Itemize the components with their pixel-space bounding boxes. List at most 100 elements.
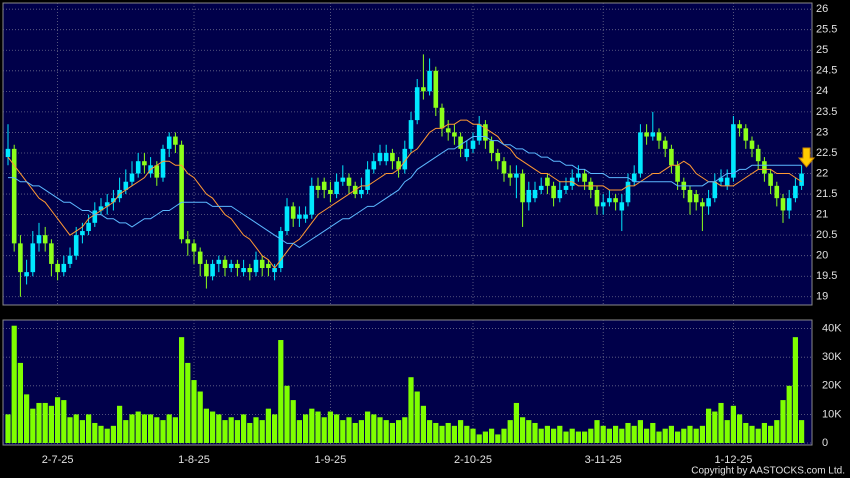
volume-bar <box>67 417 73 443</box>
y-tick-label: 30K <box>822 351 842 363</box>
y-tick-label: 22 <box>816 167 828 179</box>
candle-body <box>501 161 507 174</box>
candle-body <box>470 140 476 149</box>
candle-body <box>42 235 48 244</box>
x-tick-label: 2-7-25 <box>42 454 74 466</box>
candle-body <box>61 263 67 273</box>
candle-body <box>36 235 42 244</box>
volume-bar <box>681 428 687 443</box>
candle-body <box>631 173 637 182</box>
candle-body <box>24 272 29 277</box>
candle-body <box>700 202 705 207</box>
candle-body <box>359 189 364 195</box>
volume-bar <box>73 414 79 443</box>
volume-bar <box>92 422 98 443</box>
y-tick-label: 23.5 <box>816 106 837 118</box>
candle-body <box>328 189 333 195</box>
volume-bar <box>334 414 340 443</box>
volume-bar <box>427 420 433 443</box>
volume-bar <box>172 417 178 443</box>
volume-bar <box>792 337 798 443</box>
volume-bar <box>265 408 271 443</box>
volume-bar <box>104 428 110 443</box>
x-tick-label: 1-8-25 <box>178 454 210 466</box>
volume-bar <box>5 414 11 443</box>
candle-body <box>656 132 662 141</box>
candle-body <box>185 239 191 244</box>
volume-bar <box>482 431 488 443</box>
candle-body <box>650 132 656 137</box>
volume-bar <box>141 414 147 443</box>
volume-bar <box>284 385 290 443</box>
volume-bar <box>668 425 674 443</box>
volume-bar <box>191 380 197 443</box>
candle-body <box>228 263 234 269</box>
volume-bar <box>606 428 612 443</box>
candle-body <box>142 161 147 166</box>
candle-body <box>55 263 60 273</box>
volume-bar <box>582 431 588 443</box>
volume-bar <box>61 400 67 443</box>
volume-bar <box>489 428 495 443</box>
volume-bar <box>600 425 606 443</box>
volume-bar <box>216 414 222 443</box>
volume-bar <box>203 408 209 443</box>
volume-bar <box>799 420 805 443</box>
candle-body <box>458 136 463 149</box>
candle-body <box>421 87 426 92</box>
volume-bar <box>42 402 48 443</box>
candle-body <box>613 198 618 203</box>
volume-bar <box>675 431 681 443</box>
candle-body <box>5 148 11 158</box>
candle-body <box>321 181 327 190</box>
volume-bar <box>538 428 544 443</box>
volume-bar <box>79 420 85 443</box>
candle-body <box>675 165 680 182</box>
volume-bar <box>11 325 17 443</box>
volume-bar <box>439 425 445 443</box>
volume-bar <box>532 422 538 443</box>
candle-body <box>247 268 253 273</box>
volume-bar <box>706 408 712 443</box>
candle-body <box>11 148 17 244</box>
y-tick-label: 24 <box>816 85 828 97</box>
candle-body <box>706 198 711 207</box>
volume-bar <box>644 428 650 443</box>
candle-body <box>334 181 339 195</box>
volume-bar <box>123 420 129 443</box>
volume-bar <box>327 411 333 443</box>
volume-bar <box>470 428 476 443</box>
volume-bar <box>687 425 693 443</box>
candle-body <box>80 231 85 236</box>
candle-body <box>476 124 482 141</box>
candle-body <box>755 148 761 162</box>
marks: 0 10K 20K 30K 40K 2-7-25 1-8-25 1-9-25 2-10-25 3-… <box>3 3 842 466</box>
price-panel <box>2 2 813 306</box>
candle-body <box>340 177 346 182</box>
volume-bar <box>135 411 141 443</box>
volume-bar <box>154 417 160 443</box>
y-tick-label: 20K <box>822 380 842 392</box>
volume-bar <box>656 431 662 443</box>
candle-body <box>166 136 172 149</box>
copyright: Copyright by AASTOCKS.com Ltd. <box>691 466 845 477</box>
candle-body <box>507 173 513 178</box>
candle-body <box>520 173 525 203</box>
volume-bar <box>17 362 23 443</box>
volume-bar <box>160 420 166 443</box>
volume-bar <box>501 428 507 443</box>
candle-body <box>731 124 736 178</box>
volume-bar <box>48 405 54 443</box>
y-tick-label: 24.5 <box>816 65 837 77</box>
candle-body <box>551 185 556 199</box>
volume-bar <box>396 420 402 443</box>
candle-body <box>160 148 166 178</box>
y-tick-label: 23 <box>816 126 828 138</box>
volume-bar <box>414 391 420 443</box>
volume-bar <box>569 428 575 443</box>
candle-body <box>495 152 501 162</box>
volume-bar <box>458 420 464 443</box>
candle-body <box>607 198 612 203</box>
volume-bar <box>352 422 358 443</box>
